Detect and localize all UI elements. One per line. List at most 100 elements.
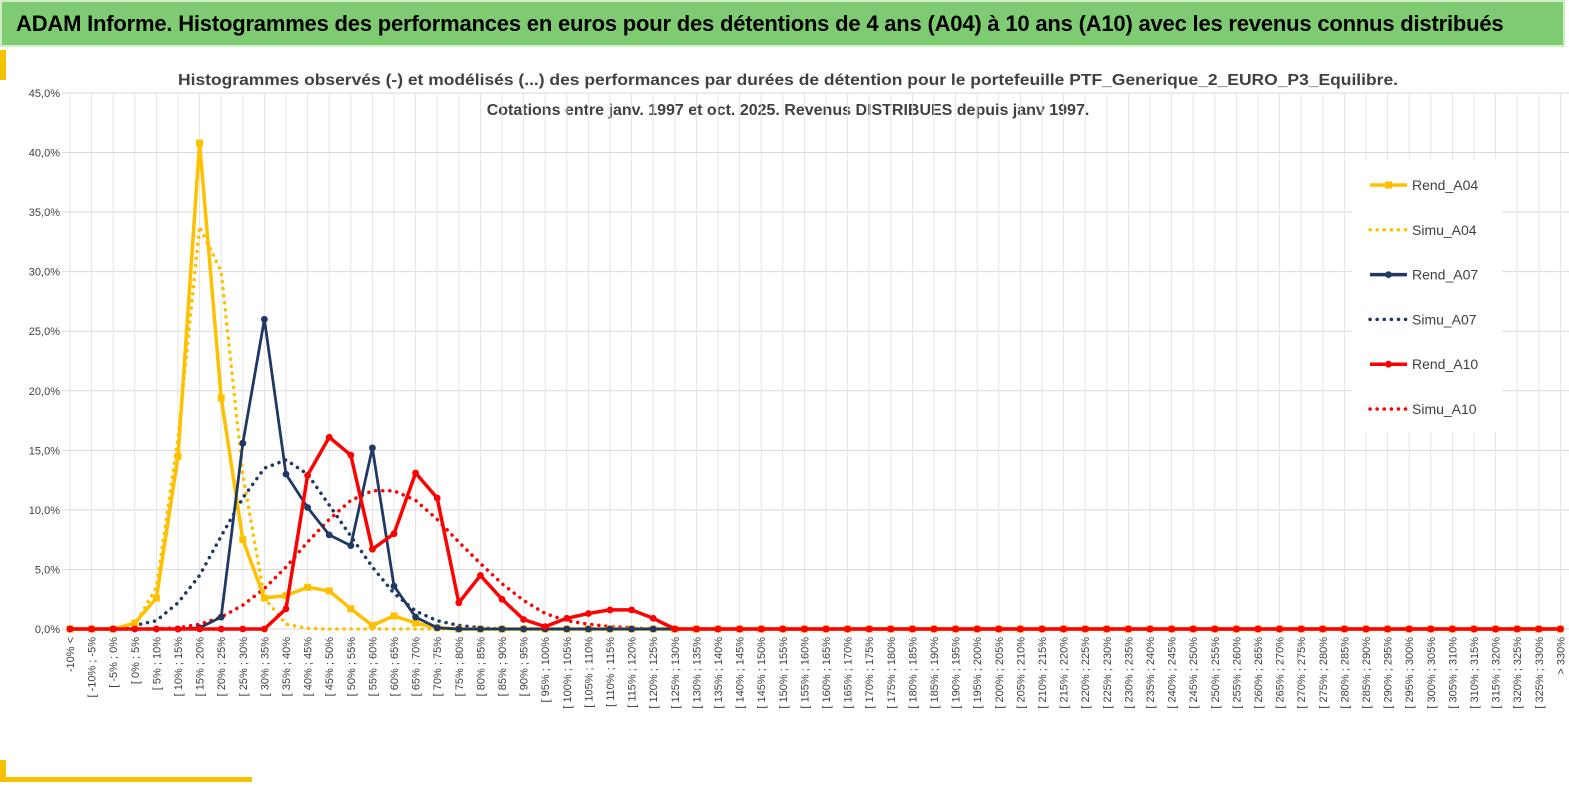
data-point (1038, 625, 1046, 633)
data-point (304, 583, 312, 591)
y-tick-label: 40,0% (29, 148, 60, 160)
x-tick-label: [ 10% ; 15% (173, 637, 185, 697)
legend-item: Simu_A10 (1368, 401, 1477, 417)
chart-title-line1: Histogrammes observés (-) et modélisés (… (178, 72, 1398, 89)
y-tick-label: 15,0% (29, 445, 60, 457)
legend: Rend_A04 Simu_A04 Rend_A07 Simu_A07 Rend_A10… (1352, 160, 1502, 432)
x-tick-label: [ 90% ; 95% (519, 637, 531, 697)
data-point (693, 625, 700, 633)
data-point (239, 625, 247, 633)
data-point (563, 614, 571, 622)
x-tick-label: [ 290% ; 295% (1383, 637, 1395, 709)
x-tick-label: [ 70% ; 75% (432, 637, 444, 697)
data-point (1103, 625, 1111, 633)
data-point (1081, 625, 1089, 633)
data-point (369, 545, 376, 553)
data-point (152, 594, 160, 602)
data-point (217, 613, 225, 621)
data-point (973, 625, 981, 633)
data-point (455, 599, 463, 607)
data-point (1535, 625, 1543, 633)
data-point (909, 625, 916, 633)
x-tick-label: [ 245% ; 250% (1188, 637, 1200, 709)
data-point (239, 536, 247, 544)
data-point (995, 625, 1003, 633)
legend-item: Rend_A10 (1370, 356, 1478, 372)
x-tick-label: [ 25% ; 30% (238, 637, 250, 697)
x-tick-label: [ 215% ; 220% (1059, 637, 1071, 709)
x-tick-label: [ 145% ; 150% (756, 637, 768, 709)
data-point (325, 531, 333, 539)
y-tick-label: 0,0% (35, 624, 60, 636)
legend-marker (1385, 181, 1392, 189)
x-tick-label: [ 45% ; 50% (324, 637, 336, 697)
data-point (736, 625, 743, 633)
y-tick-label: 45,0% (29, 88, 60, 100)
x-tick-label: [ 140% ; 145% (735, 637, 747, 709)
accent-bar-bottom (0, 777, 252, 782)
data-point (261, 315, 268, 323)
legend-marker (1385, 271, 1392, 278)
data-point (822, 625, 830, 633)
x-tick-label: [ 240% ; 245% (1167, 637, 1179, 709)
x-tick-label: [ 225% ; 230% (1102, 637, 1114, 709)
y-tick-label: 30,0% (29, 267, 60, 279)
data-point (801, 625, 808, 633)
x-tick-label: [ 40% ; 45% (303, 637, 315, 697)
x-tick-label: [ 195% ; 200% (972, 637, 984, 709)
x-tick-label: [ 175% ; 180% (886, 637, 898, 709)
x-tick-label: [ 205% ; 210% (1015, 637, 1027, 709)
x-tick-label: [ 295% ; 300% (1404, 637, 1416, 709)
x-tick-label: [ 135% ; 140% (713, 637, 725, 709)
data-point (563, 625, 571, 633)
data-point (1189, 625, 1197, 633)
data-point (887, 625, 895, 633)
legend-box (1352, 160, 1502, 432)
data-point (1060, 625, 1067, 633)
x-tick-label: [ 125% ; 130% (670, 637, 682, 709)
data-point (1470, 625, 1478, 633)
series-lines (66, 139, 1564, 633)
data-point (412, 469, 419, 477)
data-point (477, 572, 484, 579)
data-point (282, 470, 290, 478)
data-point (174, 452, 182, 460)
x-tick-label: [ 35% ; 40% (281, 637, 293, 697)
data-point (1276, 625, 1283, 633)
data-point (1405, 625, 1413, 633)
data-point (779, 625, 787, 633)
x-axis-tick-labels: -10% < [ -10% ; -5% [ -5% ; 0% [ 0% ; 5% [ 5… (65, 637, 1567, 709)
series-line-Rend_A10 (70, 435, 1561, 631)
x-tick-label: [ 310% ; 315% (1469, 637, 1481, 709)
x-tick-label: [ 210% ; 215% (1037, 637, 1049, 709)
x-tick-label: [ 235% ; 240% (1145, 637, 1157, 709)
data-point (1146, 625, 1154, 633)
x-tick-label: [ 315% ; 320% (1491, 637, 1503, 709)
data-point (649, 614, 657, 622)
data-point (498, 625, 506, 633)
data-point (282, 605, 290, 613)
x-tick-label: [ 265% ; 270% (1275, 637, 1287, 709)
x-tick-label: [ 320% ; 325% (1512, 637, 1524, 709)
data-point (347, 542, 355, 550)
data-point (217, 394, 225, 402)
x-tick-label: [ 230% ; 235% (1123, 637, 1135, 709)
data-point (1233, 625, 1240, 633)
data-point (433, 624, 441, 632)
series-Simu_A10 (68, 489, 1563, 631)
x-tick-label: [ 280% ; 285% (1339, 637, 1351, 709)
data-point (1513, 625, 1521, 633)
legend-label: Rend_A04 (1412, 177, 1478, 193)
legend-label: Simu_A10 (1412, 401, 1477, 417)
x-tick-label: [ 30% ; 35% (259, 637, 271, 697)
y-tick-label: 35,0% (29, 207, 60, 219)
data-point (239, 439, 247, 447)
legend-label: Rend_A10 (1412, 356, 1478, 372)
legend-item: Rend_A07 (1370, 267, 1478, 283)
data-point (1341, 625, 1348, 633)
data-point (606, 606, 614, 614)
x-tick-label: [ 260% ; 265% (1253, 637, 1265, 709)
x-tick-label: [ 305% ; 310% (1447, 637, 1459, 709)
data-point (1319, 625, 1327, 633)
series-Rend_A04 (66, 139, 1564, 633)
